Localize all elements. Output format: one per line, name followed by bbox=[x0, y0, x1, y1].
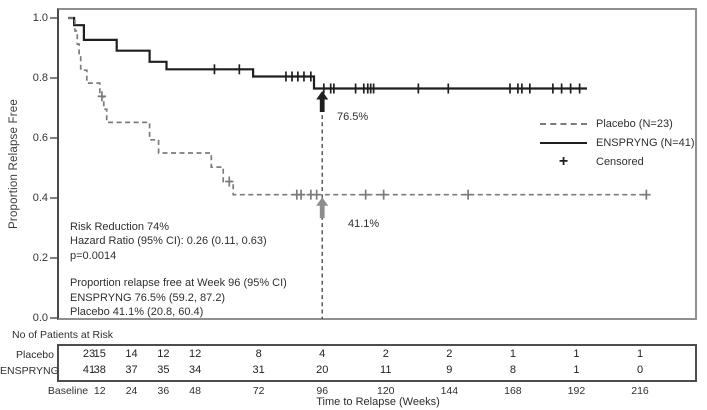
callout-enspryng-percent: 76.5% bbox=[337, 111, 369, 123]
risk-count-cell: 0 bbox=[636, 363, 644, 376]
km-curve-placebo bbox=[68, 17, 648, 196]
risk-table-box bbox=[57, 344, 697, 382]
risk-count-cell: 31 bbox=[252, 363, 265, 376]
risk-count-cell: 12 bbox=[157, 348, 170, 360]
risk-count-cell: 15 bbox=[93, 348, 106, 360]
legend-label-enspryng: ENSPRYNG (N=41) bbox=[596, 136, 695, 149]
risk-table-title: No of Patients at Risk bbox=[12, 329, 113, 341]
km-curve-enspryng bbox=[68, 16, 587, 90]
risk-count-cell: 4 bbox=[319, 348, 326, 360]
risk-count-cell: 9 bbox=[446, 363, 453, 376]
risk-count-cell: 37 bbox=[125, 363, 138, 376]
legend-item-placebo: Placebo (N=23) bbox=[540, 114, 695, 133]
risk-count-cell: 2 bbox=[382, 348, 389, 360]
stats-annotation-block: Risk Reduction 74% Hazard Ratio (95% CI)… bbox=[70, 220, 287, 319]
risk-count-cell: 11 bbox=[380, 363, 392, 376]
risk-count-cell: 8 bbox=[509, 363, 516, 376]
x-tick-label: 72 bbox=[252, 385, 265, 397]
stat-p-value: p=0.0014 bbox=[70, 249, 117, 262]
up-arrow-icon-placebo bbox=[316, 197, 329, 219]
risk-count-cell: 12 bbox=[188, 348, 202, 360]
callout-placebo-percent: 41.1% bbox=[348, 218, 380, 230]
risk-count-cell: 20 bbox=[316, 363, 329, 376]
x-tick-label: 12 bbox=[93, 385, 106, 397]
risk-count-cell: 14 bbox=[125, 348, 138, 360]
y-tick-label: 0.6 bbox=[32, 132, 48, 144]
legend: Placebo (N=23) ENSPRYNG (N=41) Censored bbox=[540, 114, 695, 171]
legend-item-censored: Censored bbox=[540, 152, 695, 171]
y-tick-label: 0.2 bbox=[32, 252, 48, 264]
risk-count-cell: 1 bbox=[573, 363, 580, 376]
risk-count-cell: 1 bbox=[636, 348, 644, 360]
risk-count-cell: 1 bbox=[573, 348, 580, 360]
risk-count-cell: 23 bbox=[82, 348, 96, 360]
risk-count-cell: 8 bbox=[255, 348, 262, 360]
risk-count-cell: 1 bbox=[509, 348, 516, 360]
y-tick-label: 0.0 bbox=[32, 312, 48, 324]
risk-count-cell: 2 bbox=[446, 348, 453, 360]
stats-spacer bbox=[70, 263, 287, 276]
x-tick-label: 36 bbox=[157, 385, 170, 397]
y-tick-label: 1.0 bbox=[32, 12, 48, 24]
plot-area-frame bbox=[57, 8, 697, 320]
risk-count-cell: 38 bbox=[93, 363, 106, 376]
legend-item-enspryng: ENSPRYNG (N=41) bbox=[540, 133, 695, 152]
x-tick-label: 216 bbox=[631, 385, 649, 397]
x-tick-label: Baseline bbox=[47, 385, 89, 397]
risk-row-label: Placebo bbox=[16, 349, 54, 361]
stat-week96-placebo: Placebo 41.1% (20.8, 60.4) bbox=[70, 306, 204, 319]
x-tick-label: 24 bbox=[125, 385, 138, 397]
x-tick-label: 48 bbox=[189, 385, 201, 397]
risk-count-cell: 34 bbox=[188, 363, 202, 376]
stat-week96-header: Proportion relapse free at Week 96 (95% … bbox=[70, 277, 287, 290]
stat-hazard-ratio: Hazard Ratio (95% CI): 0.26 (0.11, 0.63) bbox=[70, 235, 267, 248]
y-tick-label: 0.8 bbox=[32, 72, 48, 84]
stat-risk-reduction: Risk Reduction 74% bbox=[70, 221, 170, 233]
stat-week96-enspryng: ENSPRYNG 76.5% (59.2, 87.2) bbox=[70, 291, 226, 304]
plus-censored-icon bbox=[540, 154, 587, 170]
x-tick-label: 144 bbox=[440, 385, 459, 397]
y-tick-label: 0.4 bbox=[32, 192, 48, 204]
risk-count-cell: 35 bbox=[157, 363, 170, 376]
x-tick-label: 192 bbox=[567, 385, 586, 397]
up-arrow-icon-enspryng bbox=[316, 91, 329, 112]
x-tick-label: 96 bbox=[316, 385, 329, 397]
x-tick-label: 120 bbox=[377, 385, 395, 397]
x-axis-title: Time to Relapse (Weeks) bbox=[316, 396, 440, 408]
legend-label-censored: Censored bbox=[596, 155, 644, 168]
legend-label-placebo: Placebo (N=23) bbox=[596, 117, 673, 130]
solid-line-icon bbox=[540, 141, 587, 144]
risk-count-cell: 41 bbox=[82, 363, 96, 376]
risk-row-label: ENSPRYNG bbox=[0, 364, 59, 377]
x-tick-label: 168 bbox=[504, 385, 522, 397]
dashed-line-icon bbox=[540, 122, 587, 125]
